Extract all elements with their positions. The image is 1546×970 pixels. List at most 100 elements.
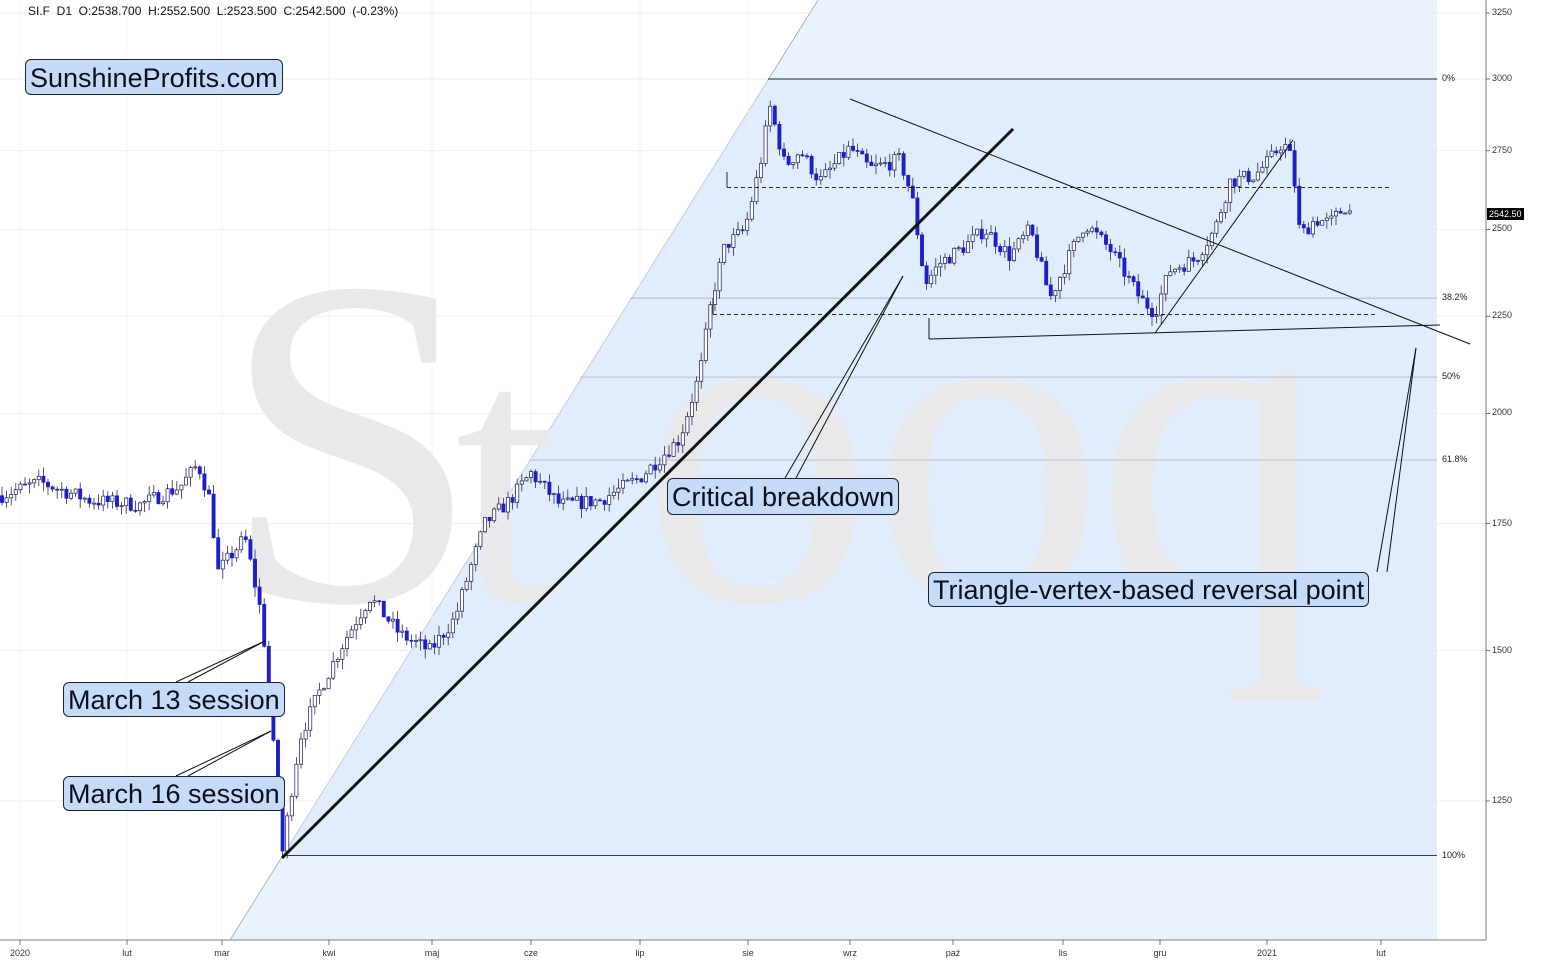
candle-body — [372, 600, 377, 603]
candle-body — [69, 492, 73, 499]
candle-body — [55, 488, 60, 491]
candle-body — [731, 234, 736, 248]
candle-body — [202, 473, 207, 491]
fib-label: 38.2% — [1442, 292, 1468, 303]
candle-body — [105, 495, 110, 503]
candle-body — [0, 495, 4, 503]
candle-body — [768, 105, 773, 127]
candle-body — [998, 246, 1003, 253]
candle-body — [570, 497, 575, 501]
candle-body — [1338, 210, 1343, 214]
x-tick-label: maj — [424, 948, 440, 958]
candle-body — [1048, 284, 1053, 297]
candle-body — [64, 488, 69, 499]
candle-body — [943, 257, 947, 264]
svg-text:o: o — [870, 181, 1105, 702]
candle-body — [575, 495, 579, 501]
candle-body — [1311, 221, 1315, 235]
candle-body — [736, 229, 740, 235]
candle-body — [18, 483, 23, 491]
svg-text:o: o — [640, 181, 875, 702]
candle-body — [892, 154, 897, 171]
y-tick-label: 2500 — [1492, 223, 1513, 234]
candle-body — [395, 618, 400, 633]
candle-body — [920, 234, 924, 267]
candle-body — [179, 484, 184, 491]
candle-body — [869, 161, 874, 167]
candle-body — [455, 610, 460, 620]
candle-body — [805, 155, 809, 158]
candle-body — [1085, 230, 1090, 234]
candle-body — [846, 145, 851, 158]
candle-body — [299, 738, 303, 765]
candle-body — [345, 637, 349, 649]
trendlines — [175, 98, 1471, 860]
candle-body — [584, 496, 589, 510]
candle-body — [1232, 178, 1237, 187]
candle-body — [331, 661, 336, 679]
candle-body — [1260, 166, 1265, 173]
candle-body — [1278, 149, 1283, 154]
candle-body — [1315, 221, 1320, 226]
candle-body — [708, 304, 713, 330]
candle-body — [1177, 267, 1182, 270]
candle-body — [119, 505, 124, 508]
candle-body — [1223, 202, 1228, 213]
candle-body — [506, 497, 510, 513]
candle-body — [809, 155, 814, 175]
x-tick-label: paź — [945, 948, 961, 958]
candle-body — [961, 247, 966, 253]
candle-body — [837, 152, 842, 164]
candle-body — [496, 503, 501, 510]
pointer-breakdown-b — [795, 275, 904, 479]
candle-body — [128, 497, 133, 511]
candle-body — [1117, 252, 1122, 259]
candle-body — [1228, 178, 1233, 203]
candle-body — [818, 176, 823, 181]
candle-body — [524, 477, 529, 482]
candle-body — [1025, 224, 1030, 236]
candle-body — [588, 496, 593, 507]
candle-body — [800, 154, 805, 157]
x-tick-label: lip — [635, 948, 645, 958]
candle-body — [46, 481, 50, 488]
candle-body — [317, 689, 322, 696]
candle-body — [699, 360, 704, 382]
x-tick-label: lis — [1058, 948, 1068, 958]
candle-body — [1209, 232, 1214, 247]
fib-label: 50% — [1442, 371, 1461, 382]
candle-body — [929, 274, 934, 284]
candle-body — [745, 218, 750, 231]
svg-text:t: t — [455, 271, 559, 681]
candle-body — [161, 501, 165, 505]
candle-body — [644, 473, 648, 483]
candle-body — [602, 500, 607, 505]
candle-body — [1094, 227, 1099, 233]
candle-body — [1044, 260, 1049, 286]
candle-body — [1058, 276, 1062, 291]
candle-body — [1306, 227, 1311, 235]
candle-body — [887, 162, 892, 171]
fib-shading — [282, 79, 1437, 856]
candle-body — [464, 580, 469, 591]
candle-body — [547, 481, 552, 495]
triangle-lower-line — [928, 324, 1441, 340]
candle-body — [220, 559, 225, 570]
candle-body — [726, 243, 731, 248]
stooq-watermark: S t o o q — [220, 181, 1330, 703]
candle-body — [1099, 231, 1104, 236]
x-tick-label: cze — [523, 948, 539, 958]
candle-body — [1214, 221, 1219, 234]
candle-body — [1324, 217, 1329, 221]
candle-body — [492, 508, 497, 522]
candle-body — [970, 234, 975, 243]
candle-body — [216, 537, 221, 570]
candle-body — [303, 729, 308, 740]
candle-body — [322, 688, 326, 691]
candle-body — [989, 232, 993, 235]
x-tick-label: 2021 — [1256, 948, 1278, 958]
candle-body — [1067, 250, 1072, 274]
candle-body — [354, 624, 359, 631]
triangle-reversal-callout: Triangle-vertex-based reversal point — [928, 572, 1370, 607]
